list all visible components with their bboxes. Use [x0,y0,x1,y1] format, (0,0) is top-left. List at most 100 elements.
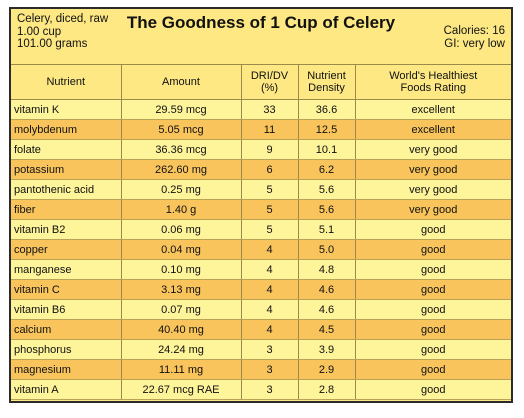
cell-nutrient-density: 5.1 [298,219,356,240]
table-header-row: Nutrient Amount DRI/DV (%) Nutrient Densit… [11,64,511,100]
cell-nutrient-density: 3.9 [298,339,356,360]
calories-label: Calories: 16 [443,25,505,37]
cell-rating: good [355,359,511,380]
cell-dri-percent: 3 [241,339,299,360]
cell-rating: good [355,219,511,240]
cell-dri-percent: 33 [241,99,299,120]
cell-nutrient-name: vitamin C [11,279,122,300]
cell-amount: 29.59 mcg [121,99,242,120]
page-title: The Goodness of 1 Cup of Celery [126,13,396,32]
cell-nutrient-density: 4.6 [298,299,356,320]
cell-nutrient-name: vitamin K [11,99,122,120]
cell-rating: good [355,259,511,280]
card-header: Celery, diced, raw 1.00 cup 101.00 grams… [11,9,511,64]
cell-rating: excellent [355,99,511,120]
cell-nutrient-name: vitamin A [11,379,122,400]
cell-dri-percent: 3 [241,379,299,400]
cell-amount: 36.36 mcg [121,139,242,160]
table-row: pantothenic acid 0.25 mg 5 5.6 very good [11,179,511,200]
cell-dri-percent: 4 [241,299,299,320]
table-row: phosphorus 24.24 mg 3 3.9 good [11,339,511,360]
cell-amount: 22.67 mcg RAE [121,379,242,400]
cell-rating: very good [355,179,511,200]
cell-nutrient-name: fiber [11,199,122,220]
column-header-dri: DRI/DV (%) [241,64,299,100]
cell-amount: 0.07 mg [121,299,242,320]
cell-nutrient-name: manganese [11,259,122,280]
cell-amount: 11.11 mg [121,359,242,380]
cell-dri-percent: 4 [241,239,299,260]
cell-nutrient-name: phosphorus [11,339,122,360]
column-header-rating: World's Healthiest Foods Rating [355,64,511,100]
cell-nutrient-name: vitamin B6 [11,299,122,320]
nutrition-card: Celery, diced, raw 1.00 cup 101.00 grams… [9,7,513,403]
cell-nutrient-name: molybdenum [11,119,122,140]
table-row: calcium 40.40 mg 4 4.5 good [11,319,511,340]
table-row: vitamin C 3.13 mg 4 4.6 good [11,279,511,300]
cell-dri-percent: 9 [241,139,299,160]
cell-rating: good [355,299,511,320]
table-row: magnesium 11.11 mg 3 2.9 good [11,359,511,380]
table-row: copper 0.04 mg 4 5.0 good [11,239,511,260]
cell-dri-percent: 4 [241,259,299,280]
cell-nutrient-name: potassium [11,159,122,180]
cell-rating: good [355,339,511,360]
table-row: vitamin B2 0.06 mg 5 5.1 good [11,219,511,240]
column-header-amount: Amount [121,64,242,100]
nutrient-table: Nutrient Amount DRI/DV (%) Nutrient Densit… [11,64,511,400]
cell-dri-percent: 5 [241,199,299,220]
cell-dri-percent: 6 [241,159,299,180]
cell-rating: excellent [355,119,511,140]
cell-rating: good [355,319,511,340]
cell-nutrient-name: vitamin B2 [11,219,122,240]
cell-nutrient-density: 12.5 [298,119,356,140]
table-row: fiber 1.40 g 5 5.6 very good [11,199,511,220]
cell-amount: 1.40 g [121,199,242,220]
cell-rating: good [355,279,511,300]
cell-dri-percent: 4 [241,279,299,300]
cell-amount: 0.06 mg [121,219,242,240]
cell-amount: 24.24 mg [121,339,242,360]
cell-amount: 5.05 mcg [121,119,242,140]
cell-rating: very good [355,159,511,180]
cell-nutrient-density: 5.6 [298,179,356,200]
cell-nutrient-name: copper [11,239,122,260]
serving-size: 1.00 cup [17,25,62,38]
cell-nutrient-density: 4.6 [298,279,356,300]
cell-dri-percent: 11 [241,119,299,140]
table-body: vitamin K 29.59 mcg 33 36.6 excellent molybde… [11,99,511,400]
cell-amount: 0.10 mg [121,259,242,280]
cell-rating: very good [355,139,511,160]
cell-dri-percent: 5 [241,219,299,240]
table-row: potassium 262.60 mg 6 6.2 very good [11,159,511,180]
table-row: vitamin A 22.67 mcg RAE 3 2.8 good [11,379,511,400]
cell-nutrient-density: 2.8 [298,379,356,400]
cell-nutrient-density: 6.2 [298,159,356,180]
cell-nutrient-name: calcium [11,319,122,340]
cell-amount: 0.25 mg [121,179,242,200]
cell-nutrient-density: 5.0 [298,239,356,260]
cell-amount: 0.04 mg [121,239,242,260]
cell-nutrient-density: 10.1 [298,139,356,160]
cell-rating: good [355,239,511,260]
table-row: vitamin K 29.59 mcg 33 36.6 excellent [11,99,511,120]
table-row: manganese 0.10 mg 4 4.8 good [11,259,511,280]
gi-label: GI: very low [444,38,505,50]
table-row: folate 36.36 mcg 9 10.1 very good [11,139,511,160]
cell-rating: good [355,379,511,400]
cell-nutrient-density: 36.6 [298,99,356,120]
cell-rating: very good [355,199,511,220]
cell-nutrient-name: magnesium [11,359,122,380]
summary-info: Calories: 16 GI: very low [444,25,505,51]
serving-weight: 101.00 grams [17,38,88,50]
column-header-nutrient: Nutrient [11,64,122,100]
cell-amount: 262.60 mg [121,159,242,180]
column-header-density: Nutrient Density [298,64,356,100]
serving-food: Celery, diced, raw [17,13,109,25]
cell-dri-percent: 4 [241,319,299,340]
cell-nutrient-density: 4.8 [298,259,356,280]
cell-amount: 40.40 mg [121,319,242,340]
cell-nutrient-name: pantothenic acid [11,179,122,200]
serving-info: Celery, diced, raw 1.00 cup 101.00 grams [17,13,108,51]
table-row: vitamin B6 0.07 mg 4 4.6 good [11,299,511,320]
